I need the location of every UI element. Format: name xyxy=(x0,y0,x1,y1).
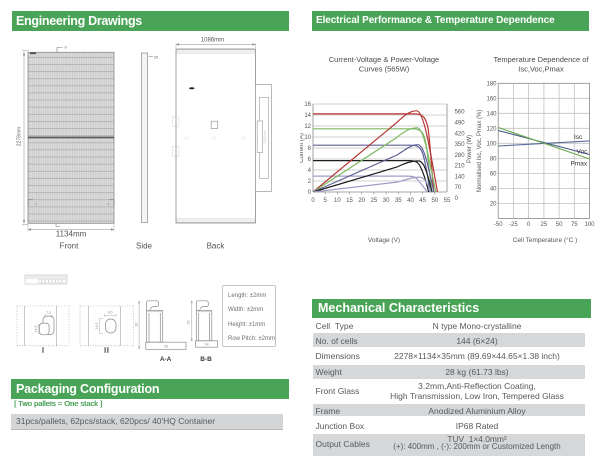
svg-text:Pmax: Pmax xyxy=(571,161,588,168)
svg-text:14: 14 xyxy=(204,343,208,347)
svg-text:Back: Back xyxy=(207,242,226,251)
svg-text:180: 180 xyxy=(486,82,497,88)
svg-text:14.0: 14.0 xyxy=(95,323,99,330)
svg-text:160: 160 xyxy=(486,97,497,103)
svg-text:14: 14 xyxy=(304,113,311,119)
svg-text:0: 0 xyxy=(308,190,312,196)
svg-text:A: A xyxy=(35,201,38,206)
svg-text:10: 10 xyxy=(304,135,311,141)
svg-text:100: 100 xyxy=(486,142,497,148)
svg-text:35: 35 xyxy=(187,321,191,325)
svg-text:(-): (-) xyxy=(242,135,247,140)
svg-text:6: 6 xyxy=(308,157,312,163)
svg-text:1086mm: 1086mm xyxy=(201,38,224,44)
svg-text:Curves (565W): Curves (565W) xyxy=(359,65,410,74)
svg-text:210: 210 xyxy=(455,164,466,170)
svg-text:35: 35 xyxy=(154,55,159,60)
svg-text:25: 25 xyxy=(371,198,378,204)
svg-text:80: 80 xyxy=(490,157,497,163)
svg-text:Isc,Voc,Pmax: Isc,Voc,Pmax xyxy=(518,65,564,74)
svg-text:1400mm: 1400mm xyxy=(263,130,267,144)
svg-text:55: 55 xyxy=(444,198,451,204)
svg-text:140: 140 xyxy=(486,112,497,118)
svg-text:8: 8 xyxy=(65,45,68,50)
svg-text:5: 5 xyxy=(324,198,328,204)
svg-text:45: 45 xyxy=(419,198,426,204)
svg-text:0: 0 xyxy=(527,222,531,228)
svg-text:-25: -25 xyxy=(509,222,518,228)
svg-text:0: 0 xyxy=(311,198,315,204)
svg-text:Current-Voltage & Power-Voltag: Current-Voltage & Power-Voltage xyxy=(329,55,439,64)
svg-text:75: 75 xyxy=(571,222,578,228)
svg-text:1134mm: 1134mm xyxy=(56,230,87,239)
svg-text:Cell Temperature (°C ): Cell Temperature (°C ) xyxy=(513,236,578,244)
svg-text:A-A: A-A xyxy=(160,356,172,363)
svg-text:(+): (+) xyxy=(212,135,218,140)
svg-text:A: A xyxy=(107,201,110,206)
svg-text:350: 350 xyxy=(455,142,466,148)
svg-text:25: 25 xyxy=(541,222,548,228)
svg-text:Voltage (V): Voltage (V) xyxy=(368,237,400,244)
svg-text:15: 15 xyxy=(346,198,353,204)
svg-text:0: 0 xyxy=(455,196,459,202)
svg-text:50: 50 xyxy=(431,198,438,204)
svg-text:Normalised Isc, Voc, Pmax (%): Normalised Isc, Voc, Pmax (%) xyxy=(477,110,483,193)
svg-text:14.2: 14.2 xyxy=(34,326,38,333)
svg-text:20: 20 xyxy=(490,202,497,208)
svg-text:30: 30 xyxy=(134,323,138,327)
svg-text:20: 20 xyxy=(358,198,365,204)
svg-text:4: 4 xyxy=(308,168,312,174)
svg-text:Voc: Voc xyxy=(577,149,589,156)
svg-text:140: 140 xyxy=(455,174,466,180)
svg-text:280: 280 xyxy=(455,153,466,159)
svg-text:Power (W): Power (W) xyxy=(467,135,473,163)
svg-text:2: 2 xyxy=(308,179,312,185)
svg-text:12: 12 xyxy=(304,124,311,130)
svg-text:420: 420 xyxy=(455,131,466,137)
svg-text:I: I xyxy=(42,347,45,355)
svg-text:560: 560 xyxy=(455,110,466,116)
svg-text:50: 50 xyxy=(556,222,563,228)
svg-text:35: 35 xyxy=(164,344,168,348)
svg-text:490: 490 xyxy=(455,121,466,127)
svg-text:Isc: Isc xyxy=(574,134,583,141)
svg-text:120: 120 xyxy=(486,127,497,133)
svg-text:Temperature Dependence of: Temperature Dependence of xyxy=(493,55,589,64)
svg-text:(-): (-) xyxy=(185,135,190,140)
svg-text:16: 16 xyxy=(304,102,311,108)
svg-text:30: 30 xyxy=(383,198,390,204)
svg-text:8: 8 xyxy=(308,146,312,152)
svg-text:70: 70 xyxy=(455,185,462,191)
svg-text:Side: Side xyxy=(136,242,153,251)
svg-text:60: 60 xyxy=(490,172,497,178)
svg-text:40: 40 xyxy=(490,187,497,193)
svg-text:B-B: B-B xyxy=(200,356,212,363)
svg-text:40: 40 xyxy=(407,198,414,204)
svg-text:100: 100 xyxy=(584,222,595,228)
svg-text:-50: -50 xyxy=(494,222,503,228)
svg-text:II: II xyxy=(104,347,110,355)
svg-text:Current (A): Current (A) xyxy=(300,133,305,163)
svg-text:9.0: 9.0 xyxy=(108,311,113,315)
svg-text:35: 35 xyxy=(395,198,402,204)
svg-text:Front: Front xyxy=(60,242,79,251)
svg-text:7.2: 7.2 xyxy=(46,311,51,315)
svg-text:2278mm: 2278mm xyxy=(17,127,23,146)
svg-text:10: 10 xyxy=(334,198,341,204)
